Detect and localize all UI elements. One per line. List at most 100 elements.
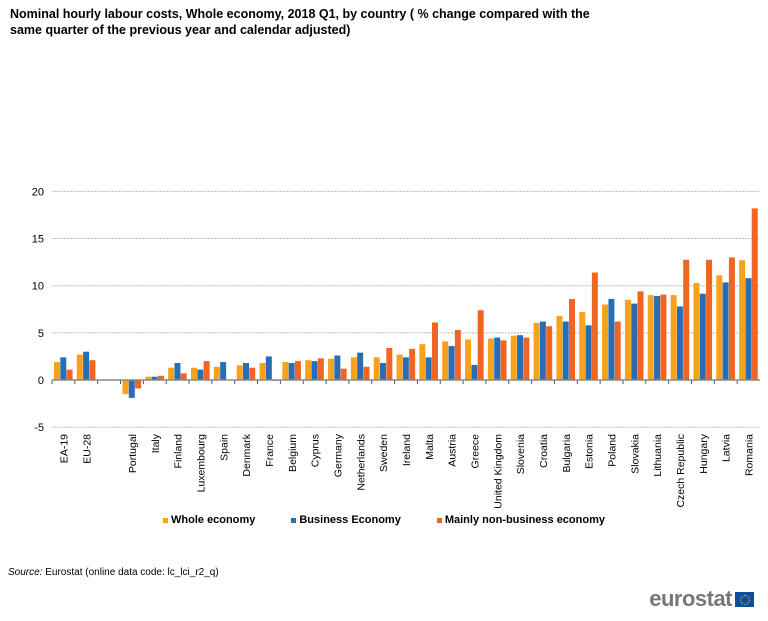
- bar-whole-economy-austria: [442, 341, 449, 380]
- bar-business-economy-finland: [174, 363, 181, 380]
- legend-label: Business Economy: [299, 514, 401, 526]
- x-tick-label: Romania: [744, 434, 756, 476]
- bar-mainly-non-business-economy-germany: [340, 368, 347, 380]
- y-tick-label: 15: [32, 234, 44, 246]
- bar-mainly-non-business-economy-malta: [431, 322, 438, 380]
- bar-mainly-non-business-economy-portugal: [135, 380, 142, 389]
- bar-whole-economy-ea-19: [53, 362, 60, 380]
- x-tick-label: Hungary: [698, 433, 710, 473]
- x-tick-label: Germany: [332, 433, 344, 477]
- bar-whole-economy-luxembourg: [191, 367, 198, 380]
- chart-title: Nominal hourly labour costs, Whole econo…: [10, 7, 590, 37]
- bar-business-economy-slovakia: [631, 303, 638, 380]
- logo-wordmark: eurostat: [649, 586, 732, 611]
- x-tick-label: Slovakia: [629, 434, 641, 474]
- bar-business-economy-ea-19: [60, 357, 67, 380]
- bar-mainly-non-business-economy-estonia: [591, 272, 598, 380]
- legend-label: Whole economy: [171, 514, 256, 526]
- bar-business-economy-spain: [220, 362, 227, 380]
- bar-mainly-non-business-economy-greece: [477, 310, 484, 380]
- x-tick-label: Portugal: [127, 434, 139, 473]
- source-text: Eurostat (online data code: lc_lci_r2_q): [45, 567, 219, 578]
- bar-business-economy-denmark: [242, 363, 249, 380]
- bar-whole-economy-italy: [145, 376, 152, 380]
- bar-whole-economy-eu-28: [76, 354, 83, 380]
- bar-whole-economy-sweden: [373, 357, 380, 380]
- bar-business-economy-slovenia: [517, 335, 524, 380]
- bar-mainly-non-business-economy-netherlands: [363, 366, 370, 380]
- bar-whole-economy-denmark: [236, 365, 243, 380]
- bar-business-economy-portugal: [128, 380, 135, 398]
- bar-business-economy-czech-republic: [676, 306, 683, 380]
- bar-business-economy-ireland: [402, 357, 409, 380]
- bar-whole-economy-latvia: [716, 275, 723, 380]
- bar-business-economy-sweden: [380, 363, 387, 380]
- bar-business-economy-cyprus: [311, 361, 318, 380]
- bar-business-economy-bulgaria: [562, 321, 569, 380]
- bar-business-economy-luxembourg: [197, 369, 204, 380]
- bar-mainly-non-business-economy-united-kingdom: [500, 340, 507, 380]
- bar-mainly-non-business-economy-belgium: [294, 361, 301, 380]
- bar-mainly-non-business-economy-denmark: [249, 367, 256, 380]
- legend-item-business-economy: Business Economy: [291, 514, 401, 526]
- bar-whole-economy-greece: [465, 339, 472, 380]
- bar-whole-economy-bulgaria: [556, 315, 563, 380]
- source-label: Source:: [8, 567, 43, 578]
- bar-whole-economy-ireland: [396, 354, 403, 380]
- x-tick-label: Poland: [607, 434, 619, 467]
- x-tick-label: Lithuania: [652, 434, 664, 477]
- bar-business-economy-eu-28: [83, 351, 90, 380]
- y-tick-label: 0: [38, 375, 44, 387]
- bar-mainly-non-business-economy-ireland: [409, 348, 416, 380]
- legend-label: Mainly non-business economy: [444, 514, 605, 526]
- bar-mainly-non-business-economy-sweden: [386, 347, 393, 380]
- x-tick-label: Malta: [424, 434, 436, 460]
- x-tick-label: Slovenia: [515, 434, 527, 474]
- x-tick-label: Ireland: [401, 434, 413, 466]
- x-tick-label: Bulgaria: [561, 434, 573, 473]
- bar-whole-economy-spain: [213, 366, 220, 380]
- y-tick-label: -5: [34, 422, 44, 434]
- bar-mainly-non-business-economy-czech-republic: [683, 259, 690, 380]
- bar-business-economy-latvia: [722, 282, 729, 380]
- x-tick-label: Luxembourg: [195, 434, 207, 493]
- source-note: Source: Eurostat (online data code: lc_l…: [8, 567, 219, 578]
- bar-business-economy-croatia: [539, 321, 546, 380]
- bar-business-economy-united-kingdom: [494, 337, 501, 380]
- bar-whole-economy-cyprus: [305, 360, 312, 380]
- bar-business-economy-netherlands: [357, 352, 364, 380]
- bar-mainly-non-business-economy-ea-19: [66, 369, 73, 380]
- bar-whole-economy-lithuania: [647, 295, 654, 380]
- bar-mainly-non-business-economy-croatia: [546, 326, 553, 380]
- bar-whole-economy-france: [259, 363, 266, 380]
- bar-business-economy-estonia: [585, 325, 592, 380]
- x-tick-label: Denmark: [241, 433, 253, 476]
- bar-mainly-non-business-economy-eu-28: [89, 360, 96, 380]
- bar-whole-economy-czech-republic: [670, 295, 677, 380]
- bar-business-economy-hungary: [699, 293, 706, 380]
- bar-mainly-non-business-economy-italy: [157, 375, 164, 380]
- bar-mainly-non-business-economy-cyprus: [317, 358, 324, 380]
- bar-whole-economy-finland: [168, 367, 175, 380]
- y-tick-label: 10: [32, 281, 44, 293]
- x-tick-label: EA-19: [58, 434, 70, 463]
- x-tick-label: Latvia: [721, 434, 733, 462]
- bar-mainly-non-business-economy-slovenia: [523, 337, 530, 380]
- bar-business-economy-belgium: [288, 363, 295, 380]
- bar-mainly-non-business-economy-latvia: [728, 257, 735, 380]
- bar-mainly-non-business-economy-finland: [180, 373, 187, 380]
- bar-business-economy-italy: [151, 376, 158, 380]
- bar-whole-economy-romania: [739, 260, 746, 380]
- y-tick-label: 5: [38, 328, 44, 340]
- bar-whole-economy-belgium: [282, 362, 289, 380]
- bar-whole-economy-malta: [419, 344, 426, 380]
- bar-business-economy-malta: [425, 357, 432, 380]
- bar-business-economy-greece: [471, 364, 478, 380]
- bar-business-economy-austria: [448, 346, 455, 380]
- x-tick-label: Finland: [173, 434, 185, 469]
- bar-business-economy-germany: [334, 355, 341, 380]
- bar-mainly-non-business-economy-bulgaria: [569, 298, 576, 380]
- bar-whole-economy-slovakia: [624, 299, 631, 380]
